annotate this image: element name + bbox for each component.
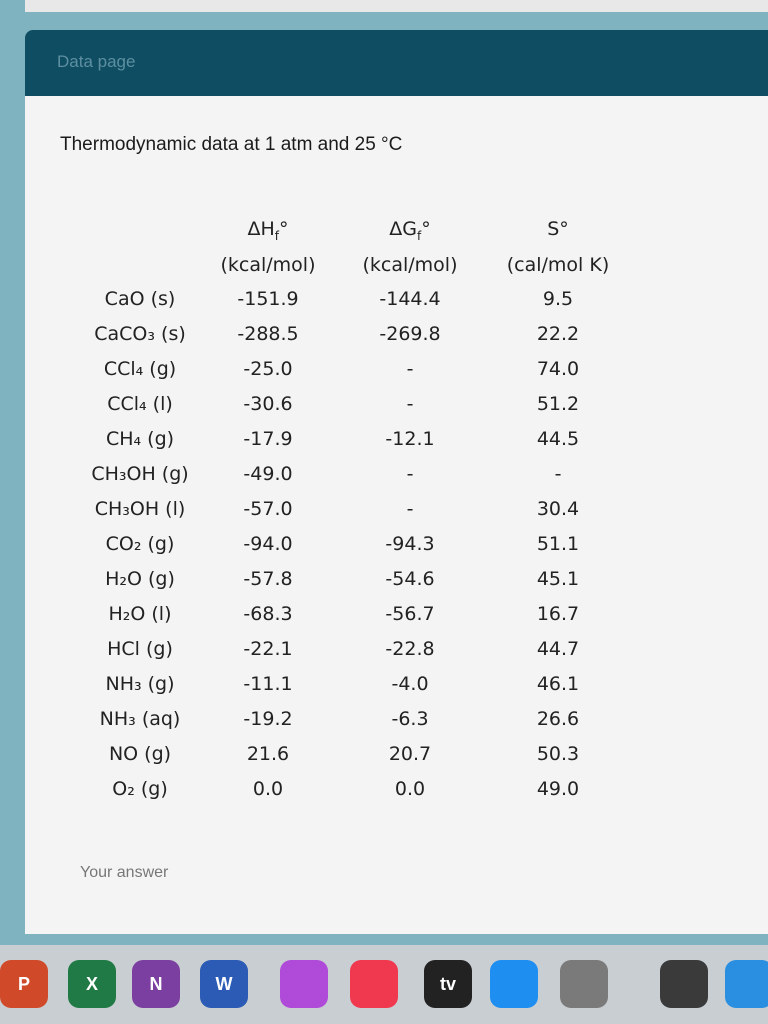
value: -54.6 <box>385 568 435 590</box>
column-unit: (cal/mol K) <box>506 254 610 276</box>
dock-icon[interactable]: P <box>0 960 48 1008</box>
dock-icon[interactable]: W <box>200 960 248 1008</box>
symbol: S° <box>547 218 569 240</box>
value: 20.7 <box>388 743 432 765</box>
value: 50.3 <box>536 743 580 765</box>
species: CaO (s) <box>104 288 176 310</box>
value: -6.3 <box>391 708 429 730</box>
value: 45.1 <box>536 568 580 590</box>
symbol: ΔG <box>389 218 417 240</box>
value: 0.0 <box>394 778 426 800</box>
species: CCl₄ (g) <box>103 358 177 380</box>
species: CH₃OH (l) <box>94 498 186 520</box>
dock-icon[interactable]: X <box>68 960 116 1008</box>
value: -57.0 <box>243 498 293 520</box>
section-title: Data page <box>57 52 136 71</box>
species: CaCO₃ (s) <box>94 323 186 345</box>
species: NH₃ (g) <box>105 673 175 695</box>
value: -12.1 <box>385 428 435 450</box>
value: -269.8 <box>379 323 441 345</box>
value: -94.3 <box>385 533 435 555</box>
value: - <box>554 463 562 485</box>
dock-icon[interactable]: N <box>132 960 180 1008</box>
value: -288.5 <box>237 323 299 345</box>
value: 22.2 <box>536 323 580 345</box>
column-symbol: ΔHf° <box>247 218 288 243</box>
species: HCl (g) <box>107 638 173 660</box>
value: -22.8 <box>385 638 435 660</box>
value: -11.1 <box>243 673 293 695</box>
value: - <box>406 393 414 415</box>
value: -144.4 <box>379 288 441 310</box>
symbol: ΔH <box>247 218 275 240</box>
dock-icon[interactable] <box>725 960 768 1008</box>
column-symbol: S° <box>547 218 569 240</box>
subscript: f <box>417 228 422 243</box>
subscript: f <box>274 228 280 243</box>
value: -68.3 <box>243 603 293 625</box>
dock-icon[interactable]: tv <box>424 960 472 1008</box>
value: 74.0 <box>536 358 580 380</box>
dock-icon[interactable] <box>280 960 328 1008</box>
value: 30.4 <box>536 498 580 520</box>
value: -151.9 <box>237 288 299 310</box>
species: NO (g) <box>108 743 172 765</box>
dock-icon[interactable] <box>560 960 608 1008</box>
column-symbol: ΔGf° <box>389 218 430 243</box>
value: -22.1 <box>243 638 293 660</box>
value: -4.0 <box>391 673 429 695</box>
species: CO₂ (g) <box>105 533 175 555</box>
species: CH₃OH (g) <box>91 463 189 485</box>
value: 9.5 <box>542 288 574 310</box>
value: 16.7 <box>536 603 580 625</box>
value: -30.6 <box>243 393 293 415</box>
value: 44.5 <box>536 428 580 450</box>
species: H₂O (l) <box>108 603 172 625</box>
degree: ° <box>279 218 289 240</box>
browser-strip <box>25 0 768 12</box>
species: CH₄ (g) <box>105 428 175 450</box>
value: 26.6 <box>536 708 580 730</box>
dock-icon[interactable] <box>350 960 398 1008</box>
column-unit: (kcal/mol) <box>362 254 458 276</box>
answer-input[interactable]: Your answer <box>80 864 169 881</box>
form-card <box>25 96 768 934</box>
value: -25.0 <box>243 358 293 380</box>
value: - <box>406 358 414 380</box>
value: 51.1 <box>536 533 580 555</box>
dock-icon[interactable] <box>660 960 708 1008</box>
value: 21.6 <box>246 743 290 765</box>
species: NH₃ (aq) <box>99 708 181 730</box>
value: 51.2 <box>536 393 580 415</box>
value: -19.2 <box>243 708 293 730</box>
dock-icon[interactable] <box>490 960 538 1008</box>
species: O₂ (g) <box>112 778 168 800</box>
value: -17.9 <box>243 428 293 450</box>
value: - <box>406 498 414 520</box>
value: 49.0 <box>536 778 580 800</box>
value: -57.8 <box>243 568 293 590</box>
section-header: Data page <box>25 30 768 96</box>
species: CCl₄ (l) <box>107 393 173 415</box>
value: 46.1 <box>536 673 580 695</box>
value: - <box>406 463 414 485</box>
value: 44.7 <box>536 638 580 660</box>
value: 0.0 <box>252 778 284 800</box>
degree: ° <box>421 218 431 240</box>
column-unit: (kcal/mol) <box>220 254 316 276</box>
value: -56.7 <box>385 603 435 625</box>
value: -49.0 <box>243 463 293 485</box>
value: -94.0 <box>243 533 293 555</box>
table-caption: Thermodynamic data at 1 atm and 25 °C <box>60 134 403 155</box>
species: H₂O (g) <box>105 568 175 590</box>
